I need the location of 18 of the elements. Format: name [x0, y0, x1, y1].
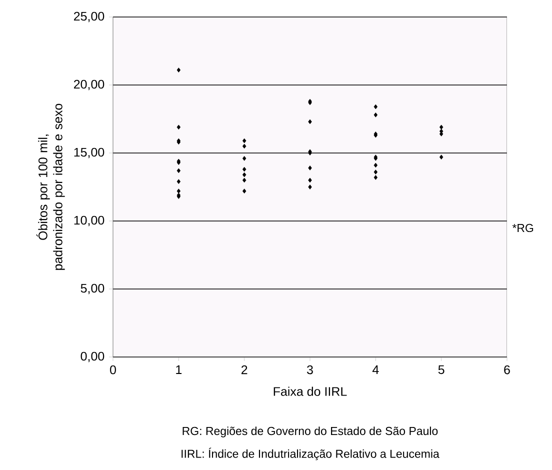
y-tick-label: 10,00: [74, 216, 104, 226]
y-tick-label: 15,00: [74, 148, 104, 158]
x-tick-label: 6: [504, 365, 510, 374]
x-tick-label: 4: [372, 365, 379, 374]
text: IIRL: Índice de Indutrialização Relativo a Leucemia: [182, 448, 440, 460]
y-tick-label: 20,00: [74, 80, 104, 90]
x-tick-label: 5: [438, 365, 444, 374]
x-tick-label: 2: [241, 365, 248, 374]
x-axis-title: Faixa do IIRL: [274, 386, 347, 396]
y-tick-label: 25,00: [74, 12, 104, 22]
y-tick-label: 5,00: [80, 284, 104, 294]
y-axis-title: Óbitos por 100 mil, padronizado por idade e sexo: [36, 104, 65, 270]
x-tick-label: 0: [110, 365, 116, 374]
x-tick-label: 1: [176, 365, 182, 374]
text: RG: Regiões de Governo do Estado de São Paulo: [182, 426, 438, 438]
text: *RG: [512, 224, 534, 232]
y-tick-label: 0,00: [80, 352, 104, 362]
x-tick-label: 3: [306, 365, 313, 374]
